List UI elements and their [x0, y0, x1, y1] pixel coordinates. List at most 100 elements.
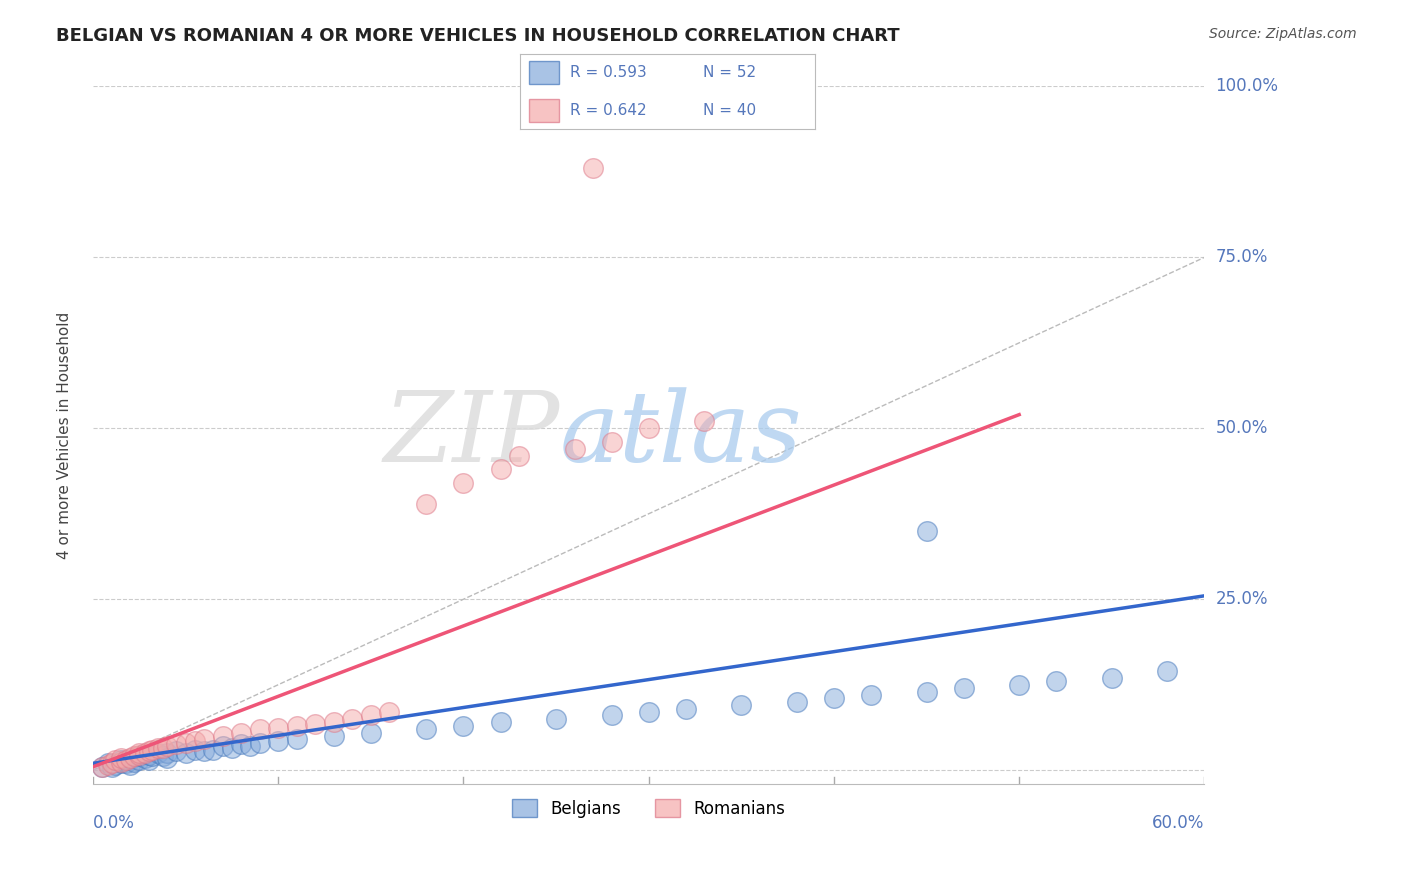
- Point: [378, 705, 401, 719]
- FancyBboxPatch shape: [529, 62, 558, 84]
- Point: [122, 755, 145, 769]
- Point: [489, 715, 512, 730]
- Point: [508, 449, 530, 463]
- Point: [600, 708, 623, 723]
- Point: [915, 684, 938, 698]
- Point: [342, 712, 364, 726]
- Point: [128, 753, 150, 767]
- Point: [193, 744, 215, 758]
- Point: [146, 746, 169, 760]
- Point: [267, 721, 290, 735]
- Point: [600, 434, 623, 449]
- Text: R = 0.593: R = 0.593: [571, 65, 647, 80]
- Point: [138, 748, 160, 763]
- Text: Source: ZipAtlas.com: Source: ZipAtlas.com: [1209, 27, 1357, 41]
- Y-axis label: 4 or more Vehicles in Household: 4 or more Vehicles in Household: [58, 311, 72, 558]
- Point: [1045, 674, 1067, 689]
- Point: [120, 753, 142, 767]
- Point: [152, 741, 174, 756]
- Point: [120, 751, 142, 765]
- Point: [122, 749, 145, 764]
- Text: ZIP: ZIP: [384, 387, 560, 483]
- Point: [156, 746, 179, 760]
- Point: [823, 691, 845, 706]
- Point: [453, 719, 475, 733]
- Point: [285, 719, 308, 733]
- Point: [141, 742, 163, 756]
- Point: [104, 753, 127, 767]
- Point: [915, 524, 938, 538]
- Point: [415, 722, 437, 736]
- Point: [249, 736, 271, 750]
- Legend: Belgians, Romanians: Belgians, Romanians: [506, 793, 792, 824]
- Text: N = 40: N = 40: [703, 103, 756, 118]
- Point: [637, 421, 659, 435]
- Point: [141, 749, 163, 764]
- Point: [489, 462, 512, 476]
- Point: [174, 746, 197, 760]
- Point: [165, 744, 187, 758]
- Point: [110, 753, 132, 767]
- Point: [304, 716, 326, 731]
- Point: [211, 739, 233, 754]
- Point: [152, 749, 174, 764]
- Point: [239, 739, 262, 754]
- Text: 75.0%: 75.0%: [1216, 248, 1268, 267]
- Point: [165, 737, 187, 751]
- Point: [211, 729, 233, 743]
- Point: [100, 756, 122, 771]
- Point: [184, 734, 207, 748]
- Point: [637, 705, 659, 719]
- Point: [582, 161, 605, 176]
- Text: 100.0%: 100.0%: [1216, 78, 1278, 95]
- Point: [156, 739, 179, 754]
- Point: [1008, 678, 1031, 692]
- Point: [267, 734, 290, 748]
- Point: [138, 753, 160, 767]
- Point: [91, 760, 114, 774]
- Point: [110, 751, 132, 765]
- Point: [134, 751, 156, 765]
- Point: [174, 736, 197, 750]
- Point: [134, 746, 156, 760]
- Text: 0.0%: 0.0%: [93, 814, 135, 832]
- Point: [120, 757, 142, 772]
- Point: [97, 757, 120, 772]
- Text: BELGIAN VS ROMANIAN 4 OR MORE VEHICLES IN HOUSEHOLD CORRELATION CHART: BELGIAN VS ROMANIAN 4 OR MORE VEHICLES I…: [56, 27, 900, 45]
- Point: [1156, 664, 1178, 678]
- Point: [730, 698, 752, 713]
- Point: [360, 708, 382, 723]
- Point: [231, 737, 253, 751]
- Point: [193, 732, 215, 747]
- Point: [128, 749, 150, 764]
- Point: [128, 746, 150, 760]
- Point: [786, 695, 808, 709]
- Point: [249, 722, 271, 736]
- Text: N = 52: N = 52: [703, 65, 756, 80]
- Point: [110, 755, 132, 769]
- Point: [146, 741, 169, 756]
- Point: [202, 742, 225, 756]
- Point: [138, 744, 160, 758]
- Point: [546, 712, 568, 726]
- Point: [104, 757, 127, 772]
- Point: [859, 688, 882, 702]
- Point: [91, 760, 114, 774]
- Point: [184, 742, 207, 756]
- Point: [285, 732, 308, 747]
- Point: [453, 475, 475, 490]
- Point: [693, 414, 716, 428]
- Point: [322, 715, 344, 730]
- Text: 60.0%: 60.0%: [1152, 814, 1205, 832]
- Point: [110, 756, 132, 771]
- Point: [1101, 671, 1123, 685]
- Point: [100, 760, 122, 774]
- Point: [97, 756, 120, 771]
- FancyBboxPatch shape: [529, 99, 558, 122]
- Point: [360, 725, 382, 739]
- Point: [231, 725, 253, 739]
- Point: [115, 756, 138, 771]
- Text: atlas: atlas: [560, 387, 803, 483]
- Point: [156, 751, 179, 765]
- Point: [128, 748, 150, 763]
